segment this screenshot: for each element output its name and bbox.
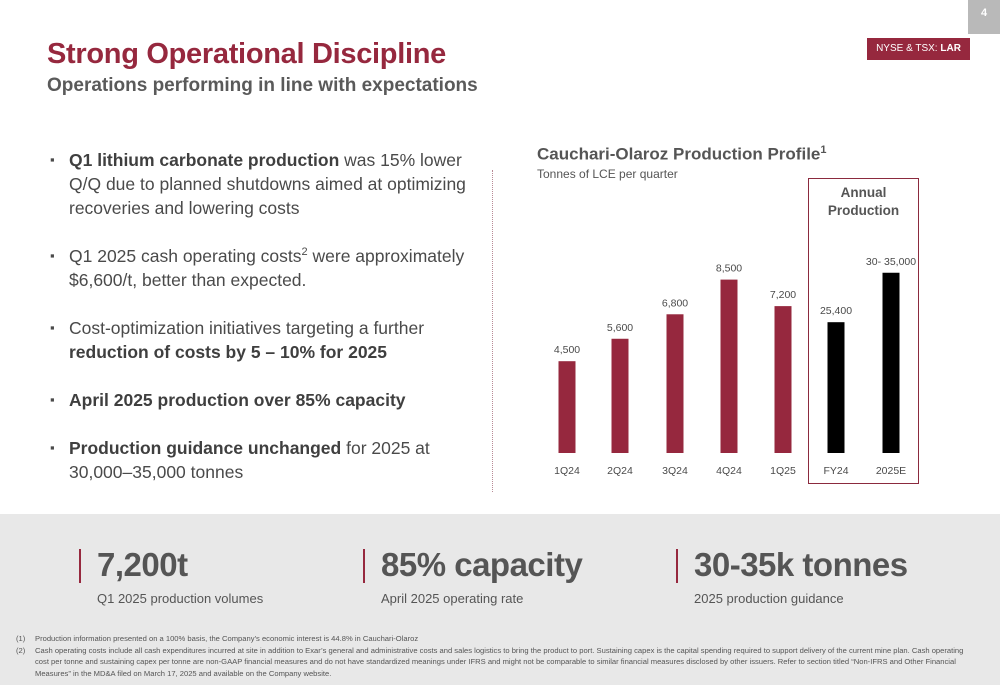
tick-label-2025E: 2025E [876, 465, 906, 477]
bar-3Q24 [666, 314, 684, 453]
kpi-band [0, 514, 1000, 685]
footnotes: (1) Production information presented on a… [16, 633, 971, 679]
bullet-bold: Q1 lithium carbonate production [69, 150, 340, 170]
bullet-text: Cost-optimization initiatives targeting … [69, 318, 425, 338]
kpi-value: 30-35k tonnes [694, 546, 908, 583]
bullet-cost-optimization: Cost-optimization initiatives targeting … [50, 316, 470, 364]
data-label-FY24: 25,400 [820, 305, 852, 317]
footnote-1: (1) Production information presented on a… [16, 633, 971, 645]
footnote-number: (1) [16, 634, 26, 643]
tick-label-4Q24: 4Q24 [716, 465, 742, 477]
bar-1Q25 [774, 306, 792, 453]
kpi-accent-bar [79, 549, 81, 583]
kpi-label: April 2025 operating rate [381, 591, 524, 606]
data-label-1Q25: 7,200 [770, 289, 796, 301]
chart-title-text: Cauchari-Olaroz Production Profile [537, 144, 821, 164]
ticker-symbol: LAR [940, 43, 961, 54]
annual-production-label: Annual Production [827, 185, 900, 218]
bullet-list: Q1 lithium carbonate production was 15% … [50, 148, 470, 508]
tick-label-FY24: FY24 [823, 465, 848, 477]
kpi-label: 2025 production guidance [694, 591, 844, 606]
bar-FY24 [827, 322, 845, 453]
chart-title: Cauchari-Olaroz Production Profile1 [537, 144, 827, 165]
data-label-1Q24: 4,500 [554, 344, 580, 356]
footnote-text: Production information presented on a 10… [35, 634, 419, 643]
tick-label-1Q25: 1Q25 [770, 465, 796, 477]
footnote-2: (2) Cash operating costs include all cash… [16, 645, 971, 680]
bullet-april-capacity: April 2025 production over 85% capacity [50, 388, 470, 412]
tick-label-1Q24: 1Q24 [554, 465, 580, 477]
annual-production-box [808, 178, 919, 484]
ticker-prefix: NYSE & TSX: [876, 43, 941, 54]
bar-2025E [882, 272, 900, 453]
bullet-bold: reduction of costs by 5 – 10% for 2025 [69, 342, 388, 362]
footnote-ref: 2 [301, 246, 308, 259]
footnote-ref: 1 [820, 144, 827, 156]
kpi-accent-bar [676, 549, 678, 583]
bullet-q1-production: Q1 lithium carbonate production was 15% … [50, 148, 470, 220]
data-label-2Q24: 5,600 [607, 322, 633, 334]
chart-subtitle: Tonnes of LCE per quarter [537, 167, 678, 181]
bullet-text: Q1 2025 cash operating costs [69, 246, 302, 266]
tick-label-2Q24: 2Q24 [607, 465, 633, 477]
bar-4Q24 [720, 279, 738, 453]
bullet-bold: April 2025 production over 85% capacity [69, 390, 406, 410]
kpi-label: Q1 2025 production volumes [97, 591, 264, 606]
kpi-value: 85% capacity [381, 546, 583, 583]
kpi-value: 7,200t [97, 546, 188, 583]
page-subtitle: Operations performing in line with expec… [47, 75, 478, 96]
column-divider [492, 170, 493, 492]
tick-label-3Q24: 3Q24 [662, 465, 688, 477]
bullet-bold: Production guidance unchanged [69, 438, 342, 458]
bullet-cash-costs: Q1 2025 cash operating costs2 were appro… [50, 244, 470, 292]
footnote-number: (2) [16, 645, 26, 655]
page-number: 4 [968, 0, 1000, 34]
kpi-accent-bar [363, 549, 365, 583]
footnote-text: Cash operating costs include all cash ex… [35, 645, 964, 678]
data-label-3Q24: 6,800 [662, 297, 688, 309]
production-bar-chart: 4,500 1Q24 5,600 2Q24 6,800 3Q24 8,500 4Q24 7,20… [554, 256, 916, 477]
bar-1Q24 [558, 361, 576, 453]
page-title: Strong Operational Discipline [47, 38, 446, 70]
data-label-2025E: 30- 35,000 [866, 256, 916, 268]
bullet-text: for 2025 at 30,000–35,000 tonnes [69, 438, 430, 482]
bullet-guidance: Production guidance unchanged for 2025 a… [50, 436, 470, 484]
data-label-4Q24: 8,500 [716, 263, 742, 275]
bar-2Q24 [611, 338, 629, 453]
bullet-text: was 15% lower Q/Q due to planned shutdow… [69, 150, 466, 218]
bullet-text: were approximately $6,600/t, better than… [69, 246, 465, 290]
ticker-badge: NYSE & TSX: LAR [867, 38, 970, 60]
